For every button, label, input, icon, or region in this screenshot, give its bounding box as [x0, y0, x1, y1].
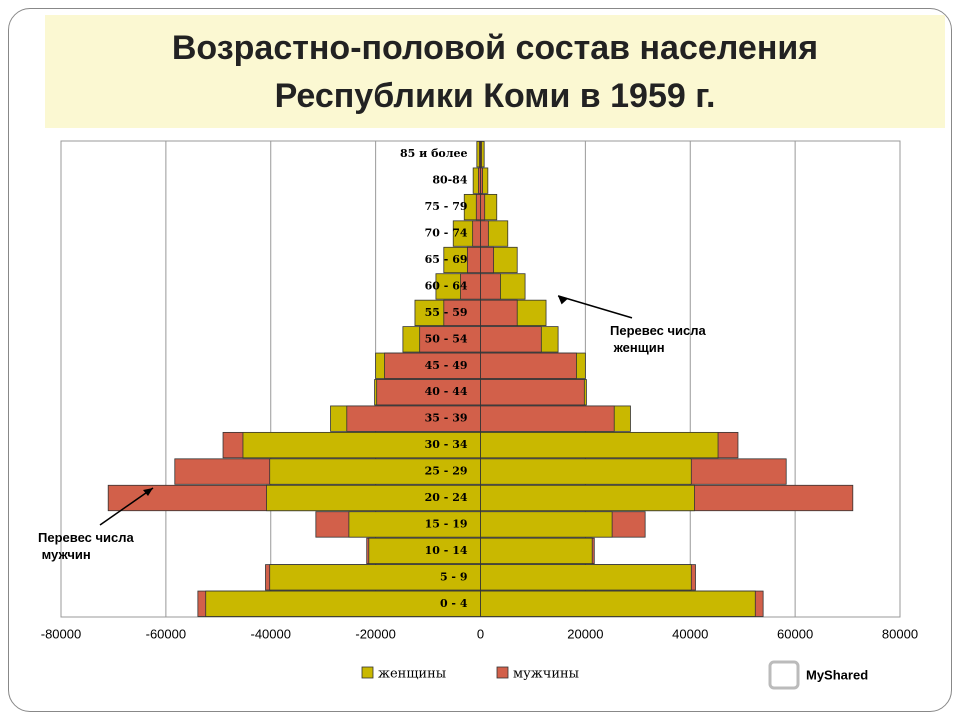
slide-frame: [8, 8, 952, 712]
annotation: Перевес числа женщин: [610, 323, 706, 355]
bar: [480, 511, 613, 538]
category-label: 15 - 19: [425, 517, 468, 530]
bar: [480, 564, 692, 591]
x-tick-label: -60000: [146, 626, 186, 641]
category-label: 85 и более: [400, 147, 468, 160]
bar: [466, 246, 481, 274]
bar: [269, 564, 481, 591]
legend-swatch: [361, 666, 374, 679]
bar: [480, 379, 585, 406]
category-label: 45 - 49: [425, 359, 468, 372]
watermark: MyShared: [806, 667, 868, 682]
arrow-head: [143, 488, 153, 496]
category-label: 0 - 4: [440, 597, 468, 610]
category-label: 75 - 79: [425, 200, 468, 213]
category-label: 10 - 14: [425, 544, 468, 557]
category-label: 55 - 59: [425, 306, 468, 319]
annotation: Перевес числа мужчин: [38, 530, 134, 562]
category-label: 25 - 29: [425, 465, 468, 478]
x-tick-label: 60000: [777, 626, 813, 641]
bar: [480, 326, 542, 353]
category-label: 80-84: [432, 174, 468, 187]
legend-label: мужчины: [513, 667, 579, 682]
annotation-arrow: [99, 487, 154, 526]
bar: [480, 537, 593, 565]
bar: [384, 352, 481, 379]
chart-title: Возрастно-половой состав населения Респу…: [171, 28, 819, 115]
legend-label: женщины: [378, 667, 446, 682]
category-label: 65 - 69: [425, 253, 468, 266]
bar: [205, 590, 481, 617]
annotation-arrow: [557, 295, 633, 319]
bar: [480, 246, 495, 274]
bar: [480, 458, 692, 485]
arrow-head: [558, 295, 568, 305]
bar: [480, 273, 501, 300]
x-tick-label: 40000: [672, 626, 708, 641]
bar: [480, 220, 489, 247]
legend-swatch: [496, 666, 509, 679]
x-tick-label: -80000: [41, 626, 81, 641]
bar: [480, 193, 486, 221]
x-tick-label: -40000: [251, 626, 291, 641]
bar: [480, 405, 615, 432]
category-label: 30 - 34: [425, 438, 468, 451]
x-tick-label: 80000: [882, 626, 918, 641]
bar: [348, 511, 481, 538]
bar: [368, 537, 481, 565]
bar: [480, 141, 482, 168]
bar: [480, 431, 719, 459]
bar: [480, 484, 695, 512]
x-tick-label: -20000: [355, 626, 395, 641]
bar: [242, 431, 481, 459]
bar: [480, 167, 483, 194]
bar: [266, 484, 481, 512]
title-bar: Возрастно-половой состав населения Респу…: [45, 15, 945, 128]
category-label: 40 - 44: [425, 385, 468, 398]
bar: [480, 352, 577, 379]
category-label: 5 - 9: [440, 570, 468, 583]
category-label: 35 - 39: [425, 412, 468, 425]
x-tick-label: 20000: [567, 626, 603, 641]
bar: [475, 193, 481, 221]
bar: [443, 299, 481, 327]
bar: [480, 590, 756, 617]
category-label: 50 - 54: [425, 332, 468, 345]
category-label: 70 - 74: [425, 227, 468, 240]
watermark-icon: [768, 660, 800, 690]
category-label: 60 - 64: [425, 279, 468, 292]
bar: [480, 299, 518, 327]
x-tick-label: 0: [477, 626, 484, 641]
bar: [472, 220, 481, 247]
category-label: 20 - 24: [425, 491, 468, 504]
